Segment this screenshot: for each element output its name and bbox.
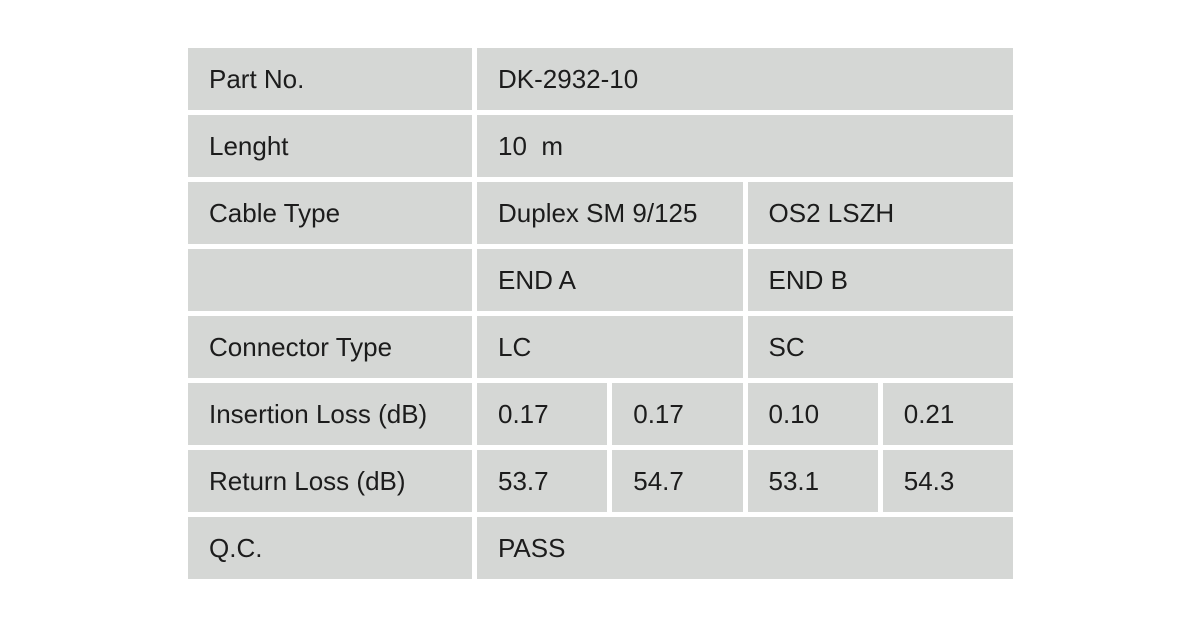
qc-label: Q.C. [188,517,472,579]
cable-type-value-2: OS2 LSZH [747,182,1013,244]
table-row: Cable Type Duplex SM 9/125 OS2 LSZH [188,182,1013,244]
part-no-value: DK-2932-10 [477,48,1013,110]
table-row: Part No. DK-2932-10 [188,48,1013,110]
return-loss-end-a-2: 54.7 [612,450,743,512]
length-label: Lenght [188,115,472,177]
return-loss-end-b-1: 53.1 [747,450,878,512]
table-row: END A END B [188,249,1013,311]
return-loss-end-a-1: 53.7 [477,450,608,512]
table-row: Insertion Loss (dB) 0.17 0.17 0.10 0.21 [188,383,1013,445]
insertion-loss-end-b-1: 0.10 [747,383,878,445]
insertion-loss-end-b-2: 0.21 [882,383,1013,445]
end-b-header: END B [747,249,1013,311]
qc-value: PASS [477,517,1013,579]
cable-type-label: Cable Type [188,182,472,244]
spec-table: Part No. DK-2932-10 Lenght 10 m Cable Ty… [188,48,1013,579]
return-loss-label: Return Loss (dB) [188,450,472,512]
end-header-spacer-cell [188,249,472,311]
insertion-loss-end-a-1: 0.17 [477,383,608,445]
length-value: 10 m [477,115,1013,177]
connector-type-end-b: SC [747,316,1013,378]
end-a-header: END A [477,249,743,311]
table-row: Q.C. PASS [188,517,1013,579]
connector-type-label: Connector Type [188,316,472,378]
table-row: Lenght 10 m [188,115,1013,177]
table-row: Connector Type LC SC [188,316,1013,378]
part-no-label: Part No. [188,48,472,110]
return-loss-end-b-2: 54.3 [882,450,1013,512]
insertion-loss-label: Insertion Loss (dB) [188,383,472,445]
insertion-loss-end-a-2: 0.17 [612,383,743,445]
table-row: Return Loss (dB) 53.7 54.7 53.1 54.3 [188,450,1013,512]
connector-type-end-a: LC [477,316,743,378]
cable-type-value-1: Duplex SM 9/125 [477,182,743,244]
